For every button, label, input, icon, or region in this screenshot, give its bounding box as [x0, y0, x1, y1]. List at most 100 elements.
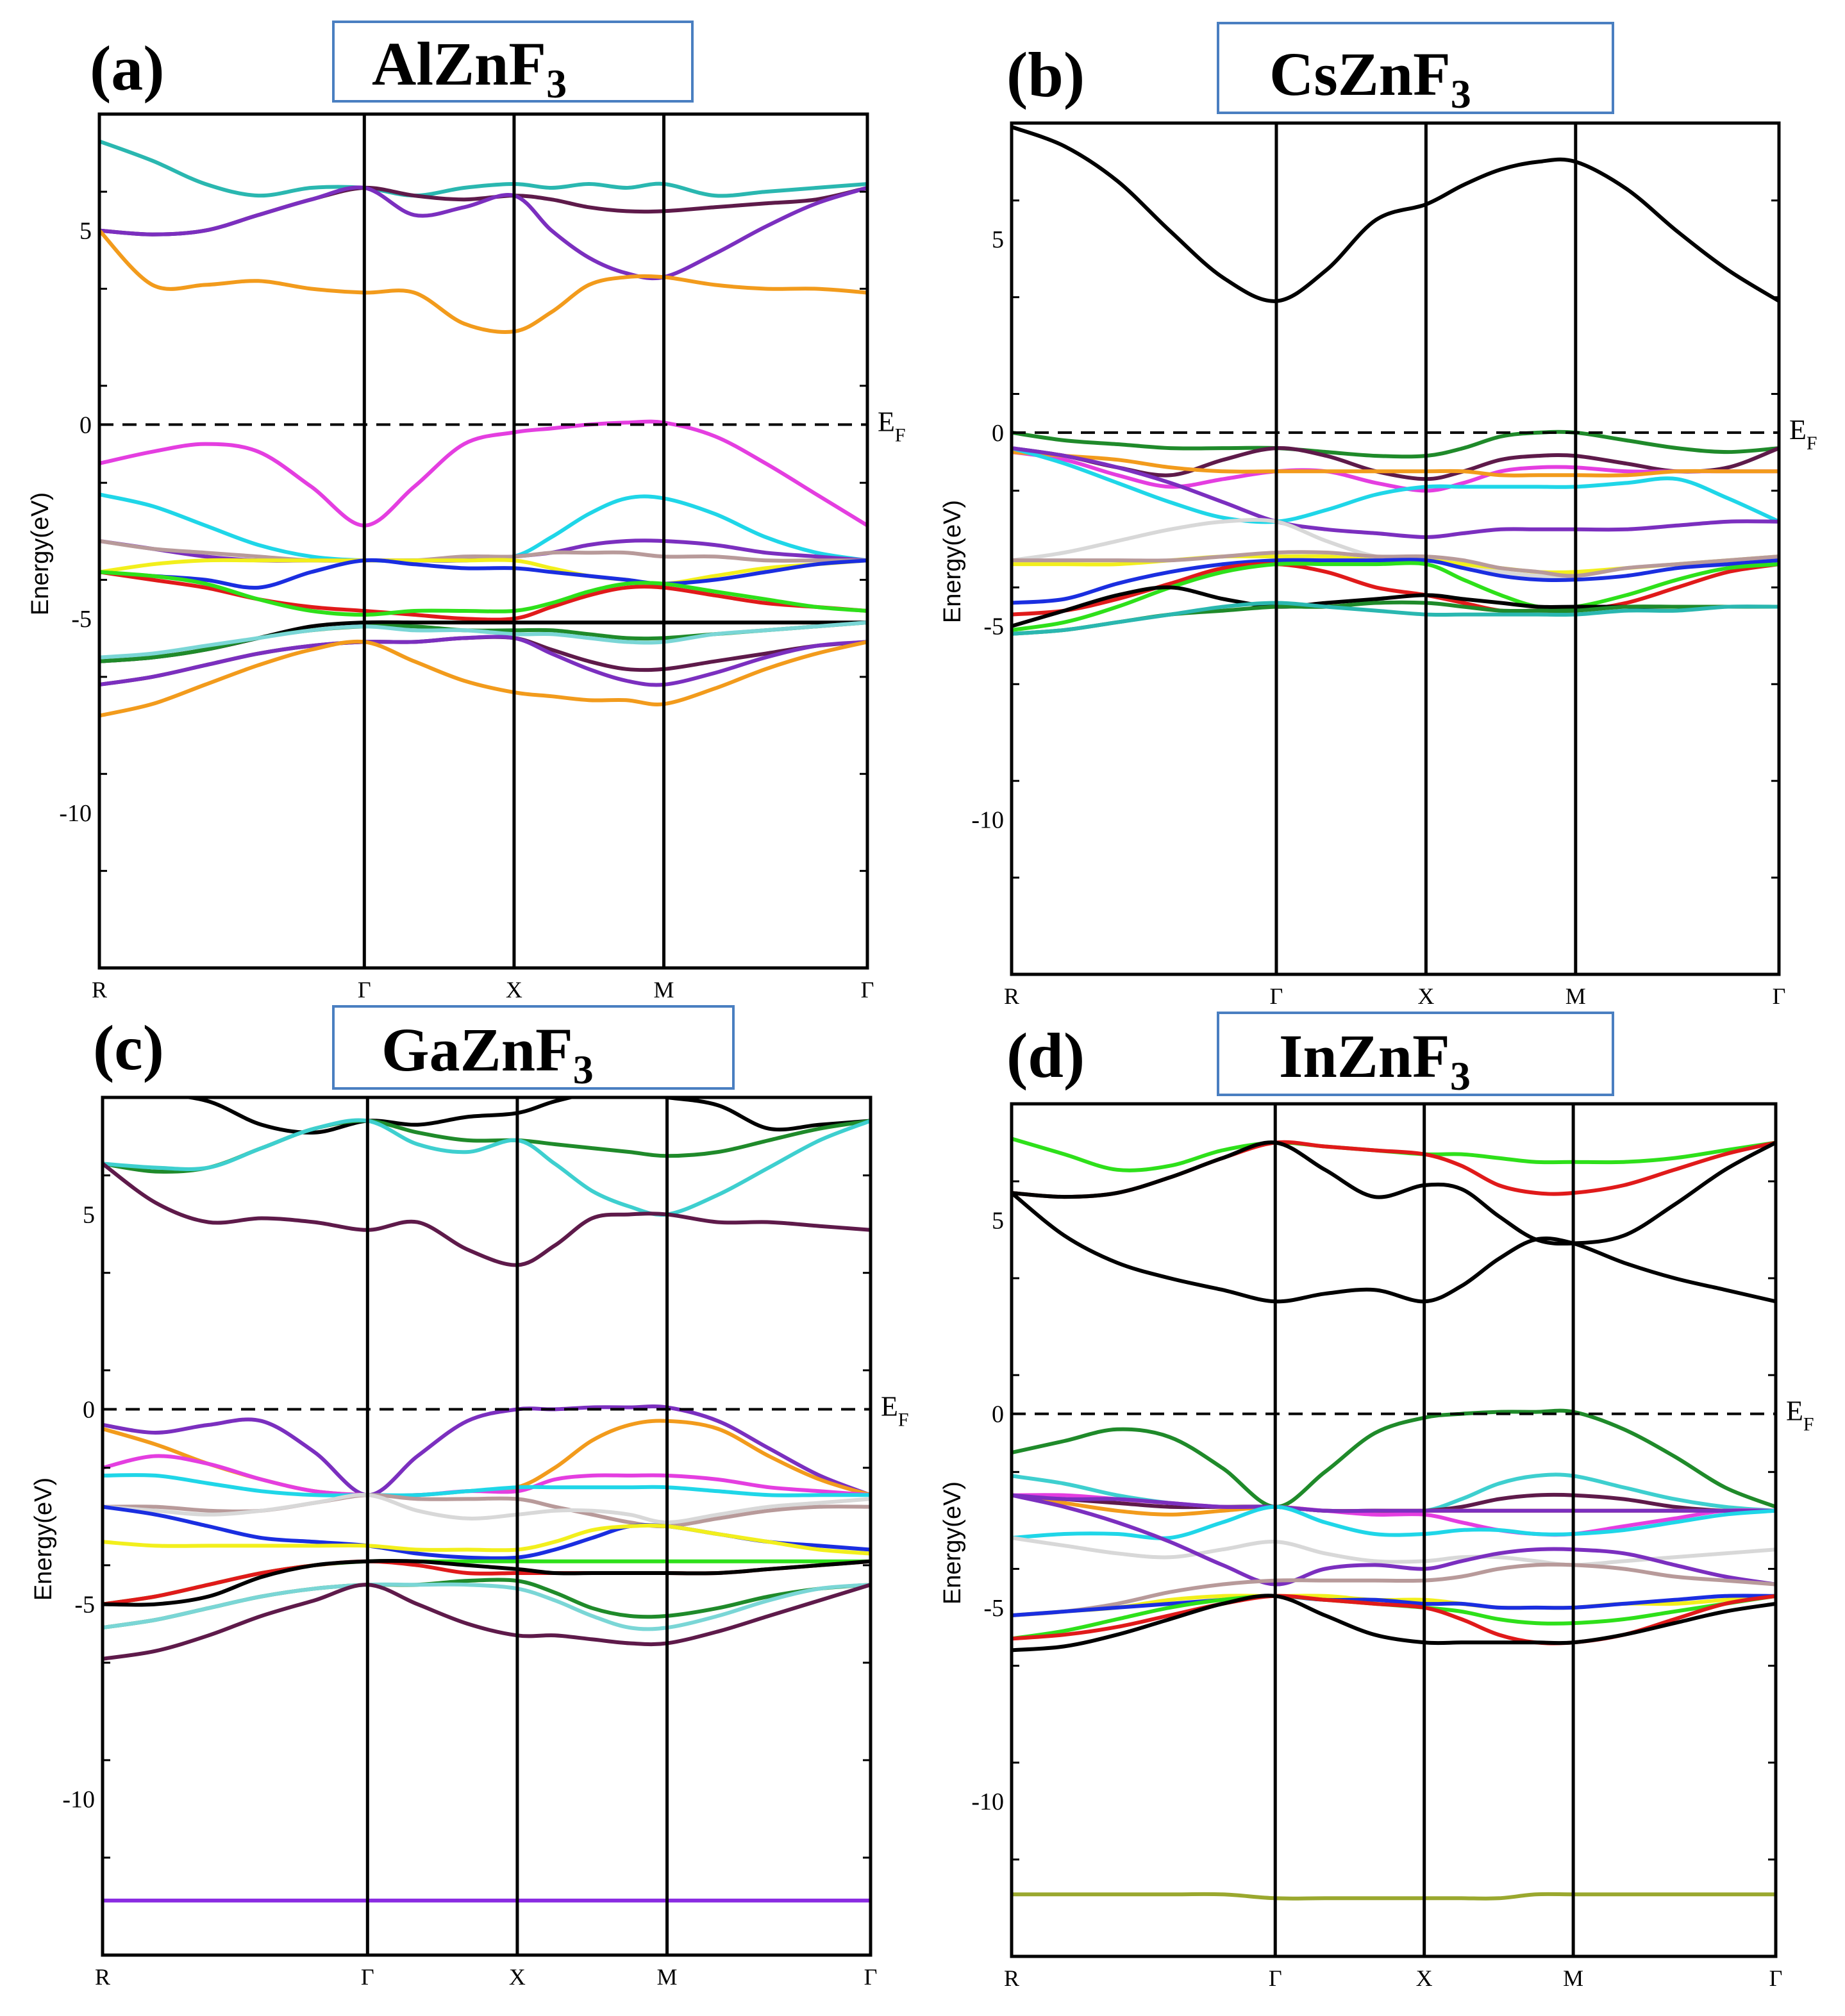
y-axis-label-d: Energy(eV) [939, 1481, 966, 1604]
title-box-b [1217, 22, 1614, 114]
ytick-label-d-1: 5 [992, 1207, 1004, 1234]
title-box-c [332, 1005, 735, 1090]
kpoint-label-d-1: R [1004, 1965, 1019, 1991]
panel-label-d: (d) [1006, 1020, 1085, 1091]
y-axis-label-a: Energy(eV) [27, 492, 54, 615]
fermi-label-b: EF [1789, 414, 1817, 454]
band-line-a-12 [99, 570, 867, 617]
band-line-c-9 [103, 1493, 871, 1529]
band-line-d-4 [1012, 1191, 1776, 1304]
kpoint-label-b-2: Γ [1270, 983, 1283, 1009]
band-line-a-9 [99, 558, 867, 586]
band-line-b-7 [1012, 446, 1779, 539]
ytick-label-d-2: 0 [992, 1401, 1004, 1428]
band-line-c-5 [103, 1404, 871, 1497]
band-line-c-3 [103, 1118, 871, 1217]
kpoint-label-d-2: Γ [1269, 1965, 1282, 1991]
title-box-d [1217, 1012, 1614, 1096]
band-line-d-13 [1012, 1493, 1776, 1587]
kpoint-label-d-5: Γ [1769, 1965, 1783, 1991]
plot-frame-b [1010, 121, 1781, 976]
band-lines-c [103, 1097, 871, 1903]
y-axis-label-c: Energy(eV) [30, 1478, 57, 1601]
band-line-a-17 [99, 635, 867, 687]
band-line-c-4 [103, 1162, 871, 1267]
band-line-a-15 [99, 621, 867, 660]
band-line-a-4 [99, 229, 867, 334]
ytick-label-a-4: -10 [59, 800, 92, 827]
band-line-b-15 [1012, 600, 1779, 636]
band-line-c-1 [175, 1097, 871, 1135]
band-line-a-3 [99, 185, 867, 281]
kpoint-label-c-1: R [95, 1964, 110, 1990]
band-line-a-18 [99, 639, 867, 718]
title-box-a [332, 21, 694, 103]
band-line-a-11 [99, 570, 867, 622]
panel-d: (d) InZnF3 5 0 -5 -10 Energy(eV) R Γ X M Γ EF [939, 1012, 1814, 1991]
kpoint-label-c-2: Γ [361, 1964, 374, 1990]
plot-frame-c [101, 1095, 872, 1957]
ytick-label-c-3: -5 [74, 1592, 95, 1619]
chart-title-d: InZnF3 [1279, 1022, 1471, 1099]
panel-b: (b) CsZnF3 5 0 -5 -10 Energy(eV) R Γ X M Γ EF [939, 22, 1817, 1009]
band-line-b-5 [1012, 450, 1779, 478]
ytick-label-b-1: 5 [992, 226, 1004, 253]
band-line-b-1 [1012, 125, 1779, 303]
kpoint-label-b-3: X [1417, 983, 1434, 1009]
band-line-d-11 [1012, 1504, 1776, 1540]
kpoint-label-a-4: M [654, 977, 674, 1003]
band-line-d-5 [1012, 1408, 1776, 1509]
ytick-label-b-3: -5 [983, 613, 1004, 640]
chart-title-a: AlZnF3 [372, 29, 567, 106]
kpoint-label-d-4: M [1563, 1965, 1583, 1991]
kpoint-label-c-4: M [657, 1964, 678, 1990]
band-line-b-2 [1012, 429, 1779, 459]
band-line-a-8 [99, 539, 867, 563]
ytick-label-a-2: 0 [79, 412, 92, 438]
band-line-c-10 [103, 1493, 871, 1524]
band-line-c-8 [103, 1473, 871, 1497]
plot-frame-d [1010, 1102, 1778, 1958]
band-line-d-14 [1012, 1562, 1776, 1617]
band-line-c-18 [103, 1583, 871, 1661]
band-line-d-16 [1012, 1594, 1776, 1617]
band-line-d-12 [1012, 1536, 1776, 1567]
panel-label-b: (b) [1006, 39, 1085, 110]
band-line-b-13 [1012, 561, 1779, 632]
panel-label-c: (c) [93, 1012, 164, 1083]
kpoint-label-a-1: R [92, 977, 107, 1003]
kpoint-label-b-1: R [1004, 983, 1019, 1009]
kpoint-label-b-5: Γ [1773, 983, 1786, 1009]
plot-area-d: 5 0 -5 -10 Energy(eV) R Γ X M Γ EF [939, 1102, 1814, 1991]
panel-label-a: (a) [90, 33, 165, 104]
chart-title-b: CsZnF3 [1269, 40, 1471, 117]
band-line-a-5 [99, 419, 867, 528]
band-line-d-3 [1012, 1140, 1776, 1246]
band-line-d-20 [1012, 1892, 1776, 1901]
plot-area-c: 5 0 -5 -10 Energy(eV) R Γ X M Γ EF [30, 1095, 909, 1990]
band-line-d-1 [1012, 1137, 1776, 1172]
band-line-b-3 [1012, 446, 1779, 481]
plot-area-a: 5 0 -5 -10 Energy(eV) R Γ X M Γ EF [27, 112, 906, 1003]
band-lines-b [1012, 125, 1779, 636]
band-line-c-15 [103, 1558, 871, 1607]
fermi-label-c: EF [881, 1391, 909, 1431]
kpoint-label-b-4: M [1565, 983, 1586, 1009]
y-axis-label-b: Energy(eV) [939, 500, 966, 623]
ytick-label-d-4: -10 [971, 1788, 1004, 1815]
ytick-label-c-1: 5 [83, 1201, 95, 1228]
ytick-label-c-4: -10 [62, 1787, 95, 1813]
band-line-b-16 [1012, 601, 1779, 636]
kpoint-label-a-3: X [506, 977, 522, 1003]
kpoint-label-a-2: Γ [358, 977, 371, 1003]
band-lines-a [99, 139, 867, 718]
ytick-label-a-1: 5 [79, 218, 92, 245]
ytick-label-b-2: 0 [992, 420, 1004, 447]
band-line-d-10 [1012, 1493, 1776, 1513]
panel-a: (a) AlZnF3 5 0 -5 -10 Energy(eV) R Γ X M Γ EF [27, 21, 906, 1003]
plot-frame-a [97, 112, 869, 970]
kpoint-label-a-5: Γ [861, 977, 874, 1003]
band-line-d-19 [1012, 1594, 1776, 1653]
ytick-label-d-3: -5 [983, 1595, 1004, 1622]
